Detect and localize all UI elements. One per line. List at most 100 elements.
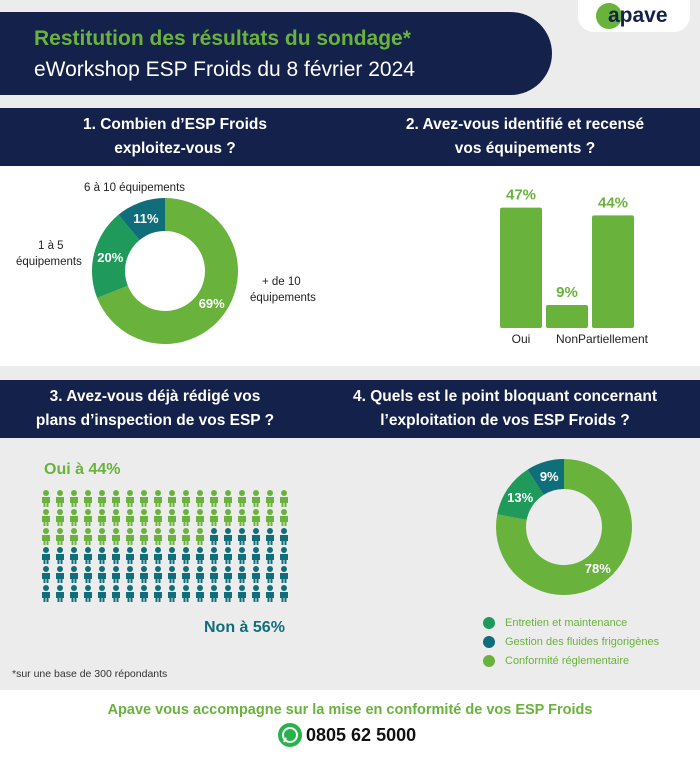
- page-title: Restitution des résultats du sondage*: [34, 27, 411, 50]
- q1-slice-1: [92, 214, 140, 298]
- person-icon: [196, 566, 204, 583]
- person-icon: [98, 490, 106, 507]
- person-icon: [224, 509, 232, 526]
- person-icon: [196, 547, 204, 564]
- person-icon: [182, 509, 190, 526]
- person-icon: [252, 585, 260, 602]
- footnote: *sur une base de 300 répondants: [12, 668, 168, 680]
- q3-title-line2: plans d’inspection de vos ESP ?: [35, 412, 275, 429]
- q4-title-line1: 4. Quels est le point bloquant concernan…: [352, 388, 657, 405]
- person-icon: [252, 528, 260, 545]
- q4-slice-label-0: 78%: [585, 561, 611, 576]
- person-icon: [168, 566, 176, 583]
- person-icon: [266, 566, 274, 583]
- person-icon: [56, 585, 64, 602]
- person-icon: [210, 528, 218, 545]
- q2-title-line2: vos équipements ?: [454, 140, 596, 157]
- q4-slice-0: [496, 459, 632, 595]
- person-icon: [168, 490, 176, 507]
- person-icon: [266, 547, 274, 564]
- person-icon: [140, 547, 148, 564]
- person-icon: [182, 490, 190, 507]
- q1-title-line2: exploitez-vous ?: [114, 140, 236, 157]
- person-icon: [266, 490, 274, 507]
- person-icon: [140, 585, 148, 602]
- person-icon: [168, 509, 176, 526]
- person-icon: [182, 528, 190, 545]
- person-icon: [42, 585, 50, 602]
- q4-slice-label-1: 13%: [507, 490, 533, 505]
- person-icon: [252, 547, 260, 564]
- person-icon: [210, 566, 218, 583]
- phone-number[interactable]: 0805 62 5000: [306, 725, 417, 745]
- footer: [0, 690, 700, 766]
- person-icon: [280, 528, 288, 545]
- q1-title: 1. Combien d’ESP Froids exploitez-vous ?: [0, 113, 350, 161]
- q2-title-line1: 2. Avez-vous identifié et recensé: [405, 116, 645, 133]
- person-icon: [210, 585, 218, 602]
- person-icon: [238, 509, 246, 526]
- person-icon: [70, 585, 78, 602]
- person-icon: [210, 509, 218, 526]
- person-icon: [168, 585, 176, 602]
- person-icon: [154, 509, 162, 526]
- person-icon: [154, 528, 162, 545]
- q2-category-label-0: Oui: [512, 332, 531, 346]
- q2-bar-0: [500, 207, 542, 328]
- person-icon: [98, 566, 106, 583]
- person-icon: [140, 509, 148, 526]
- q1-slice-2: [118, 198, 165, 241]
- person-icon: [154, 566, 162, 583]
- logo-mark-icon: [596, 3, 622, 29]
- legend-dot-fluides: [483, 636, 495, 648]
- person-icon: [210, 490, 218, 507]
- person-icon: [140, 566, 148, 583]
- person-icon: [252, 509, 260, 526]
- person-icon: [224, 528, 232, 545]
- logo: apave: [608, 4, 668, 27]
- person-icon: [280, 585, 288, 602]
- person-icon: [126, 585, 134, 602]
- person-icon: [252, 490, 260, 507]
- q1-slice-label-2: 11%: [133, 211, 159, 226]
- person-icon: [280, 509, 288, 526]
- person-icon: [126, 566, 134, 583]
- q3-title-line1: 3. Avez-vous déjà rédigé vos: [49, 388, 261, 405]
- q2-bar-1: [546, 304, 588, 328]
- person-icon: [98, 585, 106, 602]
- q4-slice-label-2: 9%: [540, 469, 559, 484]
- person-icon: [70, 547, 78, 564]
- q1-label-1-5-line2: équipements: [16, 256, 82, 268]
- person-icon: [266, 585, 274, 602]
- person-icon: [84, 490, 92, 507]
- person-icon: [98, 509, 106, 526]
- person-icon: [238, 547, 246, 564]
- person-icon: [224, 547, 232, 564]
- person-icon: [56, 566, 64, 583]
- person-icon: [84, 566, 92, 583]
- person-icon: [84, 509, 92, 526]
- person-icon: [126, 509, 134, 526]
- person-icon: [196, 509, 204, 526]
- q3-no-label: Non à 56%: [204, 619, 285, 636]
- person-icon: [168, 528, 176, 545]
- person-icon: [280, 490, 288, 507]
- person-icon: [224, 566, 232, 583]
- q2-value-label-0: 47%: [506, 187, 536, 204]
- q2-category-label-1: Non: [556, 332, 578, 346]
- q2-category-label-2: Partiellement: [578, 332, 649, 346]
- q3-yes-label: Oui à 44%: [44, 461, 121, 478]
- q1-title-line1: 1. Combien d’ESP Froids: [82, 116, 268, 133]
- q4-slice-2: [527, 459, 564, 495]
- person-icon: [154, 585, 162, 602]
- person-icon: [238, 490, 246, 507]
- q4-title-line2: l’exploitation de vos ESP Froids ?: [380, 412, 630, 429]
- person-icon: [224, 490, 232, 507]
- person-icon: [112, 585, 120, 602]
- person-icon: [280, 547, 288, 564]
- person-icon: [42, 490, 50, 507]
- q2-bar-chart: 47% Oui 9% Non 44% Partiellement: [500, 187, 649, 346]
- person-icon: [266, 528, 274, 545]
- q1-label-10plus-line2: équipements: [250, 292, 316, 304]
- page-subtitle: eWorkshop ESP Froids du 8 février 2024: [34, 58, 415, 81]
